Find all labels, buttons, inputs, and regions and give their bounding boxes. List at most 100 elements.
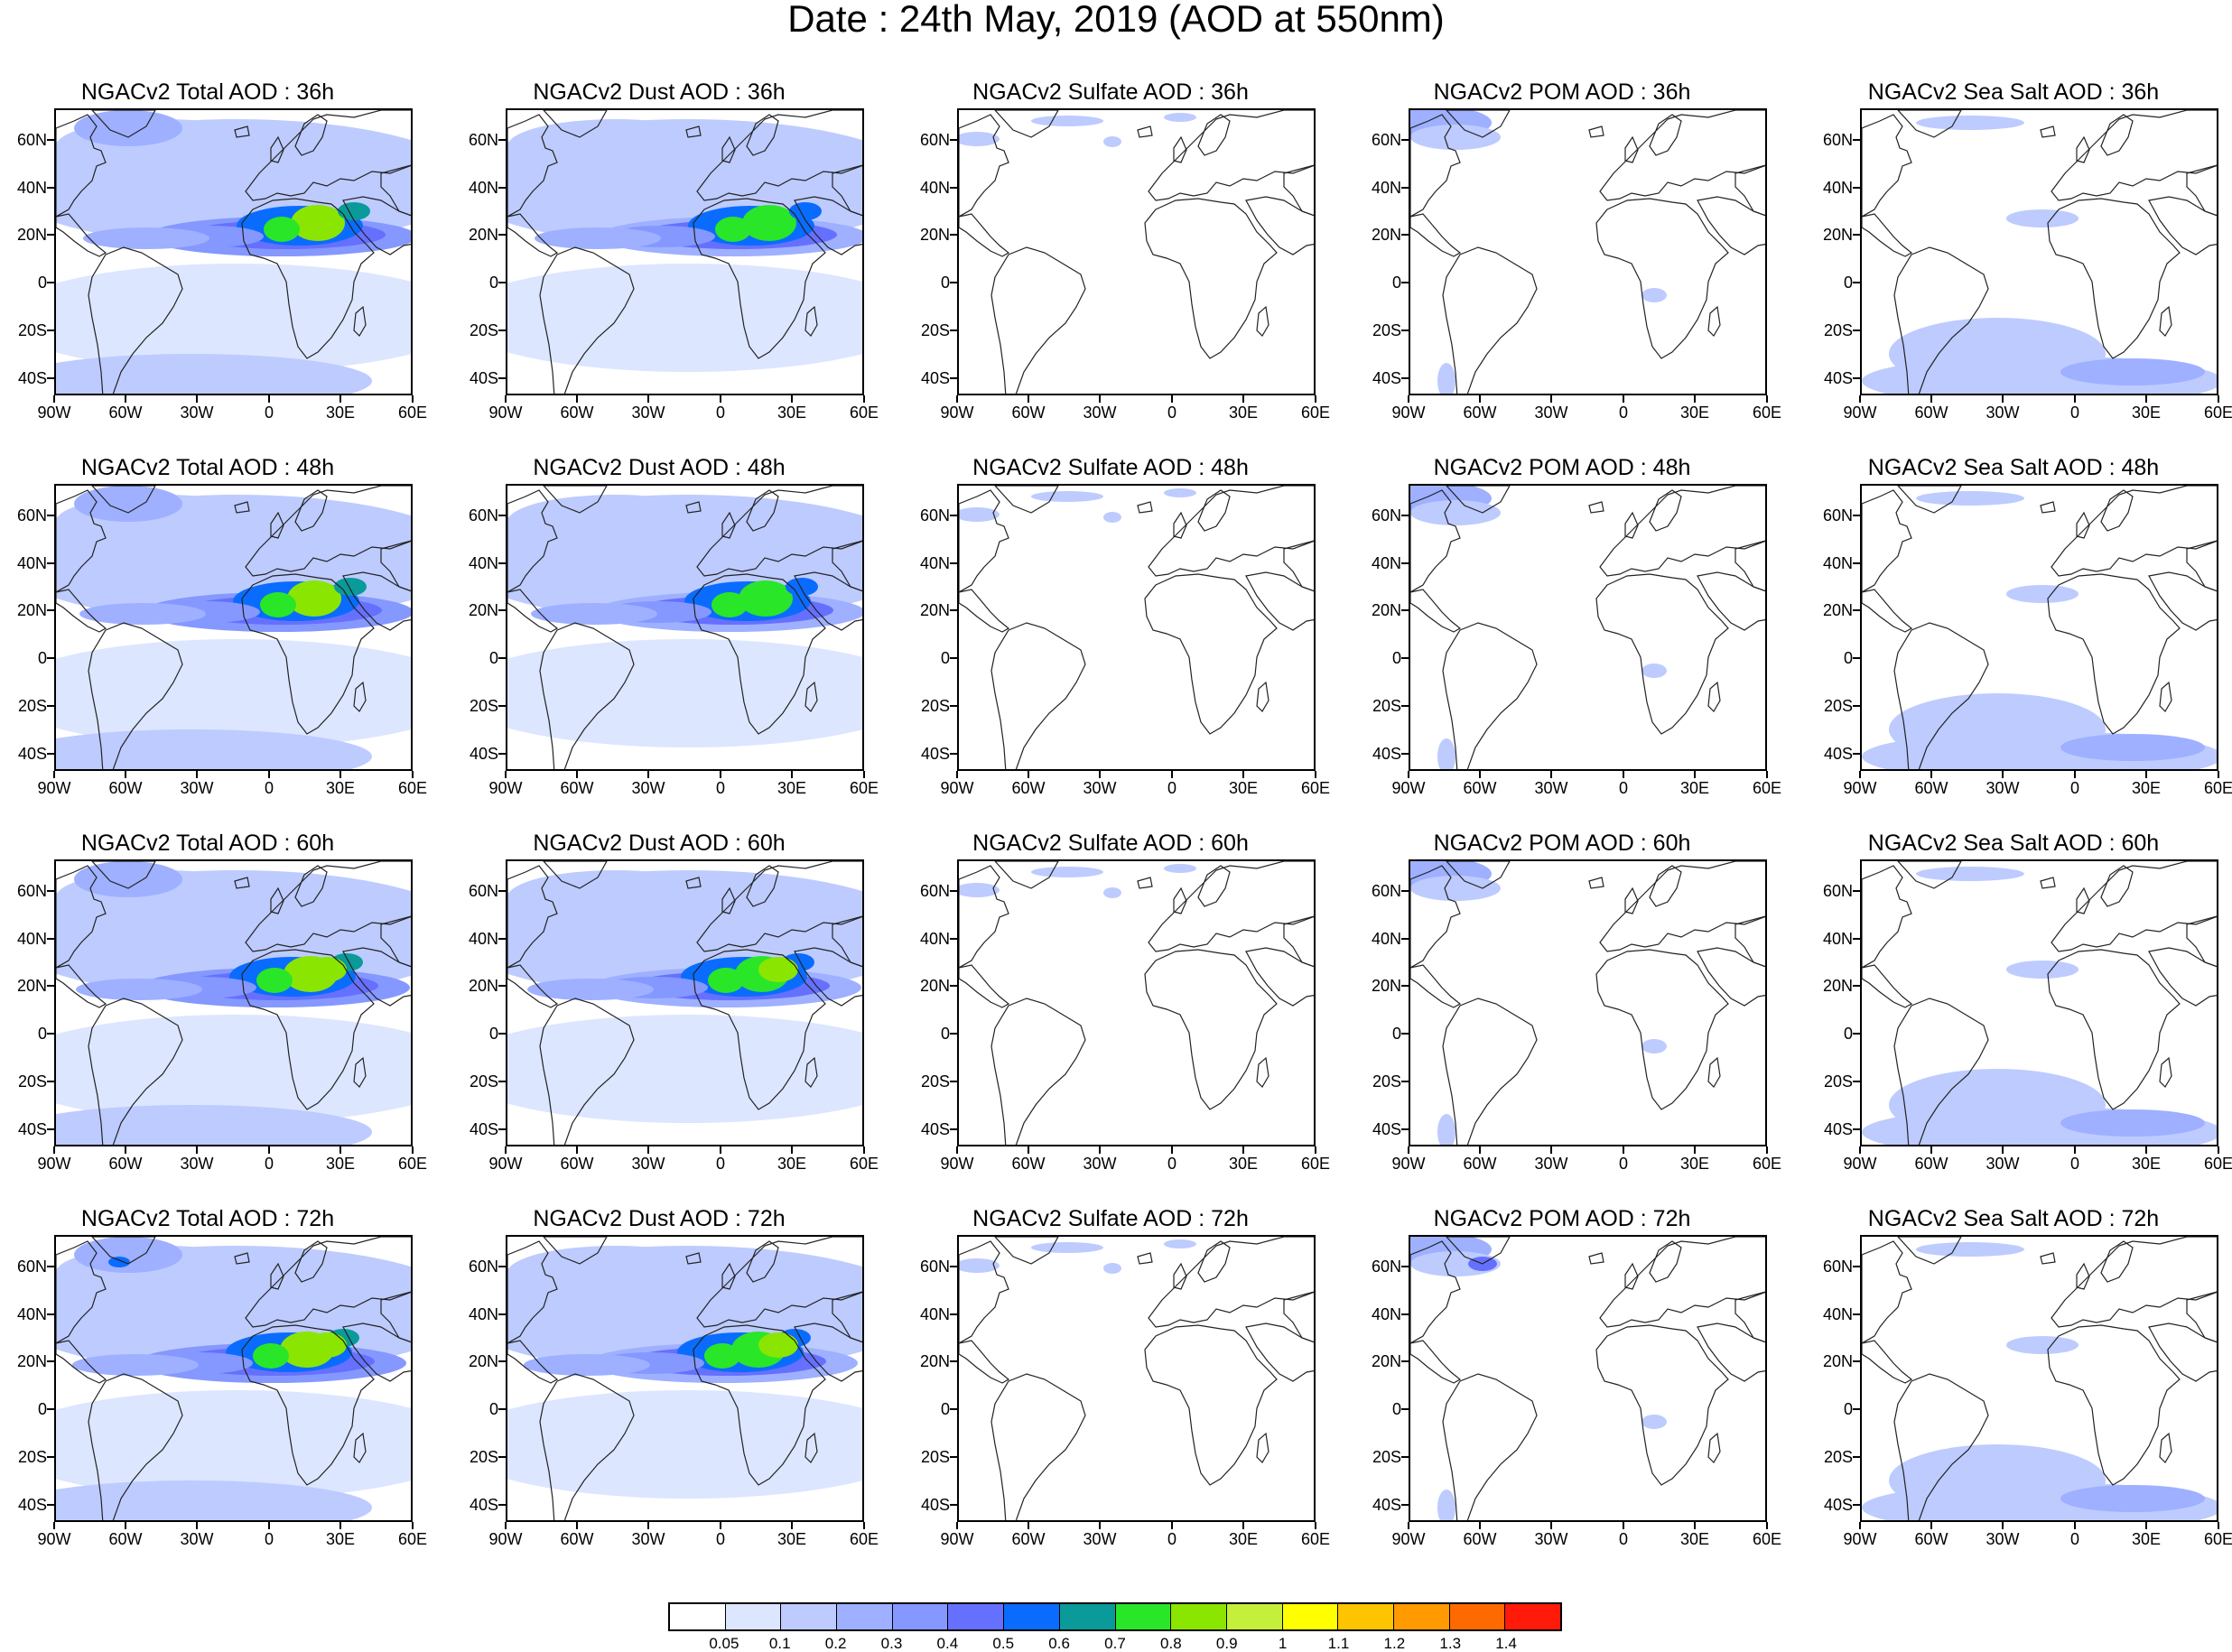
lat-tick — [1853, 377, 1860, 379]
coastline-9 — [1245, 1323, 1314, 1382]
aod-contour-9 — [256, 968, 293, 993]
map-panel-sulfate-36h: NGACv2 Sulfate AOD : 36h 60N 40N 20N 0 20S 40S… — [903, 79, 1330, 450]
panel-title: NGACv2 Sulfate AOD : 72h — [972, 1206, 1249, 1231]
lon-tick-label: 30E — [1679, 1155, 1710, 1173]
lon-tick — [1623, 395, 1624, 403]
aod-contour-3 — [56, 1105, 372, 1145]
aod-map — [1862, 110, 2217, 394]
colorbar-label: 1.1 — [1327, 1635, 1350, 1652]
lon-tick-label: 60W — [560, 404, 594, 422]
coastline-8 — [1256, 1056, 1269, 1088]
aod-contour-1 — [1410, 876, 1501, 901]
aod-contour-1 — [1889, 318, 2106, 390]
coastline-4 — [1148, 861, 1314, 952]
lat-tick — [1401, 562, 1409, 564]
lat-tick — [47, 890, 54, 892]
lon-tick-label: 60W — [1463, 779, 1497, 797]
lat-tick-label: 60N — [16, 131, 47, 149]
lat-tick-label: 20N — [16, 977, 47, 995]
aod-map — [1410, 1237, 1765, 1520]
map-plot-area — [1860, 859, 2218, 1146]
lat-tick — [1853, 187, 1860, 189]
aod-contour-4 — [2060, 358, 2205, 385]
coastline-0 — [56, 865, 107, 969]
lon-tick-label: 30E — [325, 404, 356, 422]
lon-tick-label: 30E — [777, 1530, 807, 1548]
lon-tick-label: 60W — [1914, 1530, 1948, 1548]
coastline-2 — [1410, 1340, 1462, 1384]
colorbar-swatch-9 — [1171, 1604, 1227, 1629]
aod-contour-6 — [742, 205, 796, 241]
lat-tick-label: 20N — [1822, 226, 1853, 244]
lat-tick-label: 20S — [469, 697, 498, 715]
lat-tick-label: 0 — [488, 1025, 498, 1043]
lon-tick-label: 60E — [2203, 779, 2232, 797]
aod-contour-3 — [1164, 488, 1196, 497]
lat-tick — [950, 753, 957, 755]
coastline-2 — [1862, 964, 1913, 1008]
lat-tick-label: 20N — [919, 226, 950, 244]
coastline-9 — [1697, 196, 1765, 255]
lat-tick-label: 0 — [488, 1400, 498, 1418]
lat-tick — [47, 1408, 54, 1410]
lat-tick — [1401, 1456, 1409, 1458]
coastline-1 — [1897, 1237, 1962, 1265]
aod-contour-7 — [711, 592, 748, 617]
coastline-6 — [1588, 877, 1639, 914]
lat-tick-label: 20S — [469, 1448, 498, 1466]
lon-tick-label: 90W — [1391, 779, 1426, 797]
lat-tick — [950, 1128, 957, 1130]
coastline-2 — [507, 964, 559, 1008]
aod-contour-2 — [1916, 867, 2024, 881]
lat-tick-label: 0 — [1391, 649, 1401, 667]
coastline-4 — [2051, 110, 2217, 201]
aod-contour-0 — [1031, 867, 1103, 877]
coastline-3 — [539, 246, 635, 394]
coastline-10 — [2186, 1291, 2217, 1343]
lat-tick-label: 60N — [919, 506, 950, 524]
coastline-9 — [342, 1323, 411, 1382]
aod-contour-4 — [2060, 1109, 2205, 1137]
lon-tick-label: 30W — [180, 1530, 214, 1548]
lon-tick — [1479, 1522, 1481, 1529]
aod-contour-3 — [1164, 1239, 1196, 1248]
aod-map — [56, 110, 411, 394]
lon-tick-label: 0 — [1618, 779, 1628, 797]
lat-tick-label: 0 — [1843, 274, 1853, 292]
colorbar-label: 1.3 — [1439, 1635, 1462, 1652]
coastline-8 — [1256, 305, 1269, 337]
coastline-8 — [1707, 681, 1721, 712]
lat-tick-label: 20N — [1371, 1352, 1401, 1370]
lat-tick — [1853, 1504, 1860, 1506]
lon-tick — [956, 1522, 958, 1529]
lat-tick — [950, 139, 957, 141]
aod-contour-3 — [1437, 363, 1455, 394]
lat-tick — [1401, 938, 1409, 940]
coastline-4 — [2051, 486, 2217, 577]
map-plot-area — [957, 1235, 1316, 1522]
aod-contour-0 — [1031, 491, 1103, 502]
coastline-6 — [234, 1252, 284, 1290]
coastline-1 — [1446, 861, 1511, 889]
coastline-2 — [56, 589, 107, 633]
lon-tick-label: 30W — [1986, 1530, 2020, 1548]
lat-tick — [1401, 1313, 1409, 1315]
lon-tick-label: 60W — [1011, 1530, 1046, 1548]
lat-tick — [1401, 1504, 1409, 1506]
lat-tick-label: 40S — [1823, 1496, 1853, 1514]
aod-contour-2 — [1103, 887, 1121, 898]
map-panel-seasalt-72h: NGACv2 Sea Salt AOD : 72h 60N 40N 20N 0 20S 40… — [1806, 1206, 2232, 1576]
lon-tick — [1479, 1146, 1481, 1154]
lon-tick-label: 60E — [849, 404, 879, 422]
colorbar-swatch-10 — [1226, 1604, 1283, 1629]
aod-map — [1410, 486, 1765, 769]
aod-contour-10 — [527, 979, 654, 1000]
lon-tick-label: 30E — [777, 779, 807, 797]
coastline-5 — [1649, 865, 1682, 907]
coastline-10 — [1734, 164, 1765, 217]
lon-tick-label: 90W — [1843, 404, 1877, 422]
coastline-6 — [234, 125, 284, 163]
lon-tick — [1859, 1146, 1861, 1154]
lat-tick-label: 0 — [37, 274, 47, 292]
coastline-6 — [1588, 125, 1639, 163]
